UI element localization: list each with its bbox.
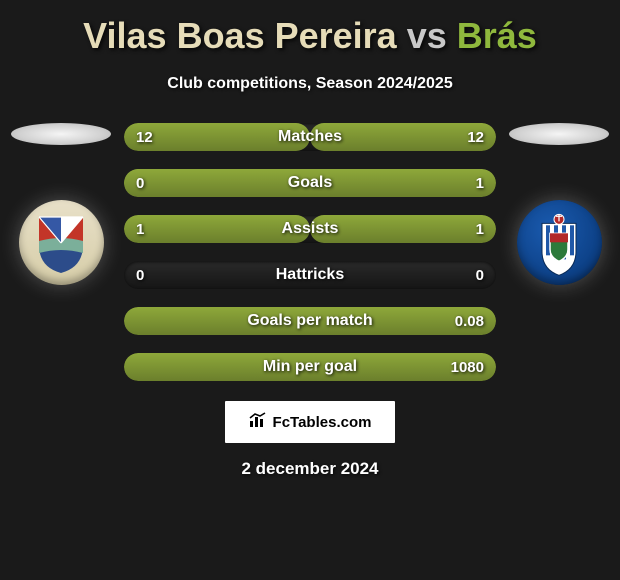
shield-icon [31, 211, 91, 275]
stat-value-left: 12 [136, 123, 153, 151]
title-vs: vs [407, 15, 447, 56]
chart-icon [249, 412, 267, 433]
player-disc-left [11, 123, 111, 145]
right-logo-column [504, 123, 614, 285]
title-player1: Vilas Boas Pereira [83, 15, 397, 56]
bar-fill-left [124, 215, 310, 243]
subtitle: Club competitions, Season 2024/2025 [0, 75, 620, 93]
bar-fill-right [124, 169, 496, 197]
club-logo-left [19, 200, 104, 285]
left-logo-column [6, 123, 116, 285]
bar-fill-right [124, 307, 496, 335]
stat-value-right: 0 [476, 261, 484, 289]
stat-row: 1212Matches [124, 123, 496, 151]
stat-row: 0 0Hattricks [124, 261, 496, 289]
stat-value-left: 0 [136, 261, 144, 289]
stat-value-right: 12 [467, 123, 484, 151]
stat-row: 01Goals [124, 169, 496, 197]
date: 2 december 2024 [0, 459, 620, 479]
stat-value-right: 1080 [451, 353, 484, 381]
stat-value-right: 1 [476, 169, 484, 197]
bar-fill-right [124, 353, 496, 381]
infographic-root: Vilas Boas Pereira vs Brás Club competit… [0, 0, 620, 580]
stat-row: 11Assists [124, 215, 496, 243]
stat-row: 0.08Goals per match [124, 307, 496, 335]
bar-fill-right [310, 215, 496, 243]
brand-badge: FcTables.com [225, 401, 395, 443]
stat-label: Hattricks [124, 261, 496, 289]
main-area: 1212Matches01Goals11Assists00Hattricks0.… [0, 123, 620, 381]
stat-value-right: 0.08 [455, 307, 484, 335]
stats-bars: 1212Matches01Goals11Assists00Hattricks0.… [116, 123, 504, 381]
page-title: Vilas Boas Pereira vs Brás [0, 15, 620, 57]
stat-value-left: 1 [136, 215, 144, 243]
stat-value-right: 1 [476, 215, 484, 243]
stat-value-left: 0 [136, 169, 144, 197]
club-logo-right [517, 200, 602, 285]
title-player2: Brás [457, 15, 537, 56]
player-disc-right [509, 123, 609, 145]
brand-text: FcTables.com [273, 414, 372, 431]
crest-icon [530, 211, 588, 277]
stat-row: 1080Min per goal [124, 353, 496, 381]
